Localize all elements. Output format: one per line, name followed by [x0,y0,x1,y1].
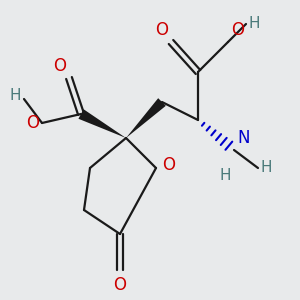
Text: H: H [10,88,21,104]
Text: H: H [249,16,260,32]
Text: O: O [231,21,244,39]
Text: O: O [26,114,39,132]
Polygon shape [79,109,126,138]
Text: H: H [219,168,231,183]
Text: O: O [155,21,168,39]
Text: H: H [261,160,272,175]
Text: N: N [237,129,250,147]
Polygon shape [126,98,166,138]
Text: O: O [53,57,66,75]
Text: O: O [113,276,127,294]
Text: O: O [162,156,175,174]
